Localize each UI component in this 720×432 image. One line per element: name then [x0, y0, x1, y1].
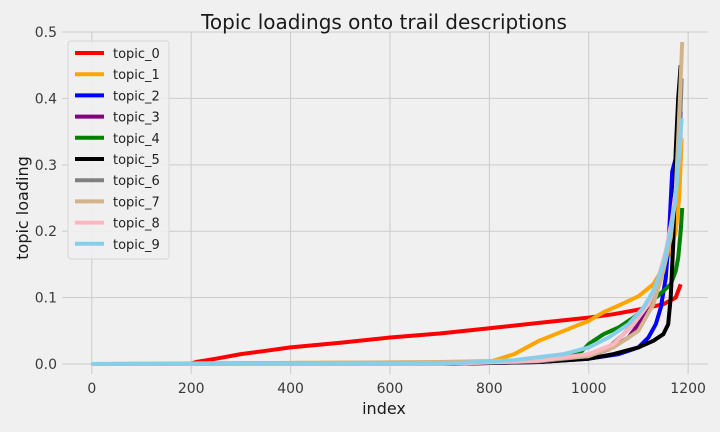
series-line-topic_9 — [91, 118, 684, 366]
legend-label-topic_3: topic_3 — [113, 111, 160, 126]
legend-label-topic_0: topic_0 — [113, 47, 160, 62]
y-tick-label: 0.1 — [35, 291, 57, 307]
legend-label-topic_4: topic_4 — [113, 132, 160, 147]
x-tick-labels: 0 200 400 600 800 1000 1200 — [87, 381, 706, 397]
x-tick-label: 400 — [277, 381, 304, 397]
y-tick-label: 0.0 — [35, 357, 57, 373]
legend-label-topic_1: topic_1 — [113, 68, 160, 83]
x-tick-label: 0 — [87, 381, 96, 397]
x-tick-label: 200 — [178, 381, 205, 397]
y-tick-labels: 0.0 0.1 0.2 0.3 0.4 0.5 — [35, 25, 57, 373]
legend-label-topic_5: topic_5 — [113, 153, 160, 168]
legend: topic_0 topic_1 topic_2 topic_3 topic_4topic… — [67, 40, 170, 260]
y-tick-label: 0.2 — [35, 224, 57, 240]
x-tick-label: 800 — [476, 381, 503, 397]
x-axis-label: index — [362, 399, 406, 418]
legend-label-topic_7: topic_7 — [113, 195, 160, 210]
x-tick-label: 1200 — [670, 381, 706, 397]
x-tick-label: 1000 — [571, 381, 607, 397]
x-tick-label: 600 — [377, 381, 404, 397]
legend-label-topic_6: topic_6 — [113, 174, 160, 189]
y-tick-label: 0.4 — [35, 91, 57, 107]
chart-title: Topic loadings onto trail descriptions — [200, 10, 567, 34]
series-lines — [91, 41, 685, 366]
y-axis-label: topic loading — [13, 156, 32, 259]
legend-label-topic_9: topic_9 — [113, 238, 160, 253]
y-tick-label: 0.5 — [35, 25, 57, 41]
y-tick-label: 0.3 — [35, 158, 57, 174]
legend-label-topic_2: topic_2 — [113, 89, 160, 104]
legend-label-topic_8: topic_8 — [113, 217, 160, 232]
